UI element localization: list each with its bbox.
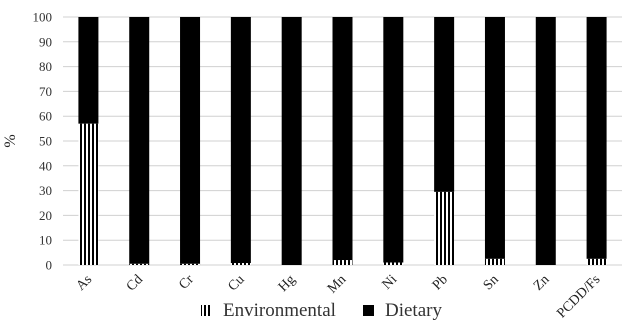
bar-environmental-pcdd-fs xyxy=(586,258,607,265)
x-axis-categories: As Cd Cr Cu Hg Mn Ni Pb Sn Zn PCDD/Fs xyxy=(74,272,604,321)
legend-label-dietary: Dietary xyxy=(385,300,442,321)
bar-environmental-as xyxy=(78,123,99,265)
bar-dietary-cd xyxy=(129,17,150,264)
y-tick-label: 100 xyxy=(33,10,53,25)
legend-label-environmental: Environmental xyxy=(223,300,336,321)
bar-dietary-hg xyxy=(281,17,302,265)
bar-dietary-pb xyxy=(434,17,455,192)
bar-dietary-mn xyxy=(332,17,353,261)
x-category-label: Pb xyxy=(430,272,451,293)
x-category-label: Ni xyxy=(380,272,401,293)
x-category-label: Cu xyxy=(226,272,248,294)
y-tick-label: 20 xyxy=(39,208,52,223)
bar-environmental-cd xyxy=(129,263,150,265)
y-tick-label: 50 xyxy=(39,134,52,149)
x-category-label: As xyxy=(74,272,96,294)
y-tick-label: 10 xyxy=(39,233,52,248)
x-category-label: Zn xyxy=(531,272,553,294)
bar-dietary-sn xyxy=(484,17,505,259)
bar-dietary-as xyxy=(78,17,99,124)
y-tick-label: 30 xyxy=(39,183,52,198)
bar-dietary-ni xyxy=(383,17,404,263)
bar-dietary-pcdd-fs xyxy=(586,17,607,259)
bar-dietary-cr xyxy=(180,17,201,264)
y-tick-label: 40 xyxy=(39,158,52,173)
x-category-label: Hg xyxy=(276,272,299,295)
bar-environmental-pb xyxy=(434,191,455,265)
x-category-label: Mn xyxy=(325,272,349,296)
x-category-label: Sn xyxy=(481,272,502,293)
y-axis-label: % xyxy=(2,134,19,147)
legend: Environmental Dietary xyxy=(201,300,442,321)
legend-swatch-dietary xyxy=(363,305,374,316)
x-category-label: Cd xyxy=(124,272,146,294)
bar-environmental-mn xyxy=(332,260,353,265)
bar-dietary-zn xyxy=(535,17,556,265)
y-tick-label: 90 xyxy=(39,34,52,49)
bars xyxy=(78,17,607,265)
y-tick-label: 70 xyxy=(39,84,52,99)
bar-environmental-cr xyxy=(180,263,201,265)
bar-dietary-cu xyxy=(230,17,251,264)
bar-environmental-cu xyxy=(230,263,251,265)
x-category-label: Cr xyxy=(176,272,197,293)
y-tick-label: 0 xyxy=(46,258,53,273)
bar-environmental-ni xyxy=(383,262,404,265)
y-tick-label: 60 xyxy=(39,109,52,124)
x-category-label: PCDD/Fs xyxy=(554,272,603,321)
y-tick-label: 80 xyxy=(39,59,52,74)
bar-environmental-sn xyxy=(484,258,505,265)
y-axis-ticks: 0 10 20 30 40 50 60 70 80 90 100 xyxy=(33,10,53,273)
legend-swatch-environmental xyxy=(201,305,212,316)
